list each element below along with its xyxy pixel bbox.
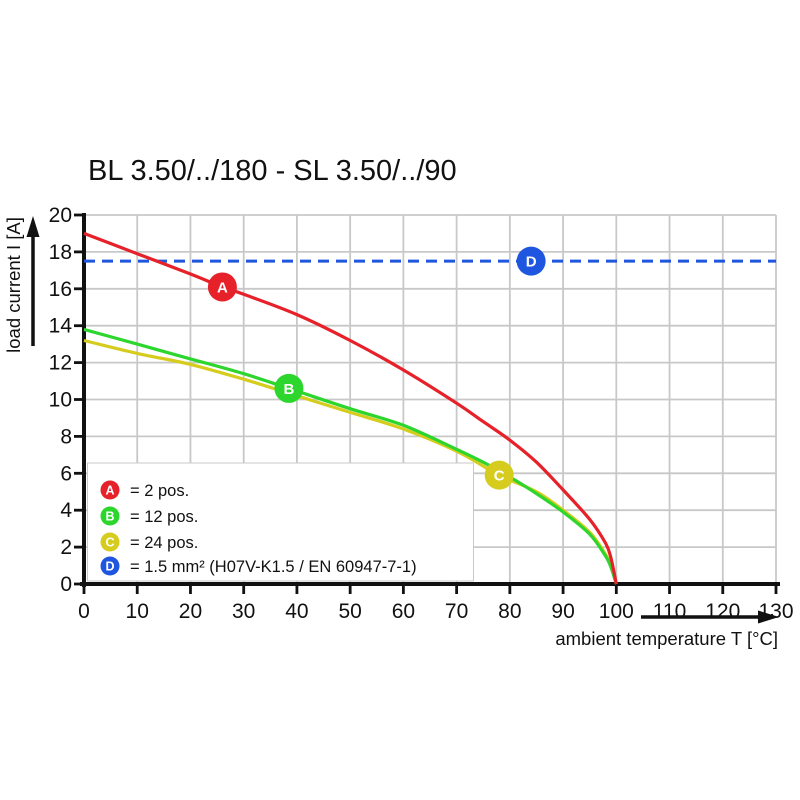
y-tick-label: 14 [49, 315, 73, 338]
x-tick [82, 586, 86, 594]
legend-marker-letter: D [105, 560, 114, 574]
y-tick-label: 10 [49, 389, 72, 412]
legend-text-a: = 2 pos. [130, 482, 189, 500]
x-tick-label: 10 [126, 600, 149, 623]
legend-marker-d [100, 556, 120, 576]
x-tick-label: 120 [705, 600, 740, 623]
marker-letter-a: A [217, 279, 228, 296]
y-tick-label: 20 [49, 204, 72, 227]
x-tick [774, 586, 778, 594]
x-tick [189, 586, 192, 594]
curve-markers: A B C D [207, 246, 546, 490]
x-tick-label: 20 [179, 600, 202, 623]
x-tick [348, 586, 352, 594]
x-axis-label: ambient temperature T [°C] [555, 628, 778, 649]
legend-marker-b [100, 506, 120, 526]
y-tick [74, 435, 82, 438]
legend-marker-a [100, 480, 120, 500]
legend-text-c: = 24 pos. [130, 534, 198, 552]
x-tick-label: 60 [392, 600, 415, 623]
legend-marker-letter: A [105, 484, 114, 498]
x-tick-label: 70 [445, 600, 468, 623]
y-tick-label: 4 [60, 499, 72, 522]
x-tick-label: 80 [498, 600, 521, 623]
y-tick [74, 361, 82, 364]
marker-a [207, 272, 237, 302]
y-tick [74, 471, 82, 475]
marker-letter-c: C [494, 468, 505, 485]
axis-arrows [26, 216, 779, 624]
y-tick [74, 508, 82, 512]
x-axis-arrow-head [758, 610, 779, 624]
x-tick [668, 586, 671, 594]
x-tick [135, 586, 139, 594]
x-tick [242, 586, 246, 594]
legend: A = 2 pos. B = 12 pos. C = 24 pos. D = 1.5 mm² … [100, 480, 417, 576]
legend-text-d: = 1.5 mm² (H07V-K1.5 / EN 60947-7-1) [130, 558, 417, 576]
x-tick [614, 586, 618, 594]
legend-text-b: = 12 pos. [130, 508, 198, 526]
marker-c [484, 460, 514, 490]
x-tick [401, 586, 405, 594]
y-tick [74, 545, 82, 549]
y-tick [74, 250, 82, 254]
x-tick-label: 40 [285, 600, 308, 623]
x-tick [561, 586, 565, 594]
x-axis-line [80, 582, 780, 586]
curve-b [83, 327, 618, 585]
marker-d [516, 246, 546, 276]
legend-box-layer [87, 462, 474, 582]
legend-marker-c [100, 532, 120, 552]
marker-letter-b: B [284, 381, 295, 398]
y-tick-label: 18 [49, 241, 72, 264]
y-tick-label: 6 [60, 462, 72, 485]
axes [80, 213, 780, 587]
x-tick-label: 100 [599, 600, 634, 623]
chart-title: BL 3.50/../180 - SL 3.50/../90 [88, 155, 457, 187]
y-axis-arrow-head [26, 216, 40, 237]
legend-marker-letter: B [105, 510, 114, 524]
marker-b [274, 373, 304, 403]
marker-letter-d: D [526, 254, 537, 271]
legend-box [87, 462, 474, 582]
y-tick-label: 8 [60, 425, 72, 448]
x-tick [508, 586, 512, 594]
x-tick-label: 50 [338, 600, 361, 623]
y-tick [74, 287, 82, 291]
y-tick [74, 213, 82, 217]
x-tick-label: 30 [232, 600, 255, 623]
legend-marker-letter: C [105, 536, 114, 550]
x-tick [455, 586, 459, 594]
y-axis-line [82, 213, 86, 587]
y-tick [74, 582, 82, 586]
x-tick-label: 110 [653, 600, 686, 623]
y-tick [74, 324, 82, 328]
tick-marks [74, 213, 778, 594]
y-tick-label: 0 [60, 573, 72, 596]
y-tick-label: 16 [49, 278, 72, 301]
x-tick-label: 90 [551, 600, 574, 623]
x-tick [721, 586, 725, 594]
x-tick-label: 0 [78, 600, 90, 623]
y-tick [74, 398, 82, 401]
y-tick-label: 12 [49, 352, 72, 375]
x-tick [295, 586, 299, 594]
y-tick-label: 2 [60, 536, 72, 559]
